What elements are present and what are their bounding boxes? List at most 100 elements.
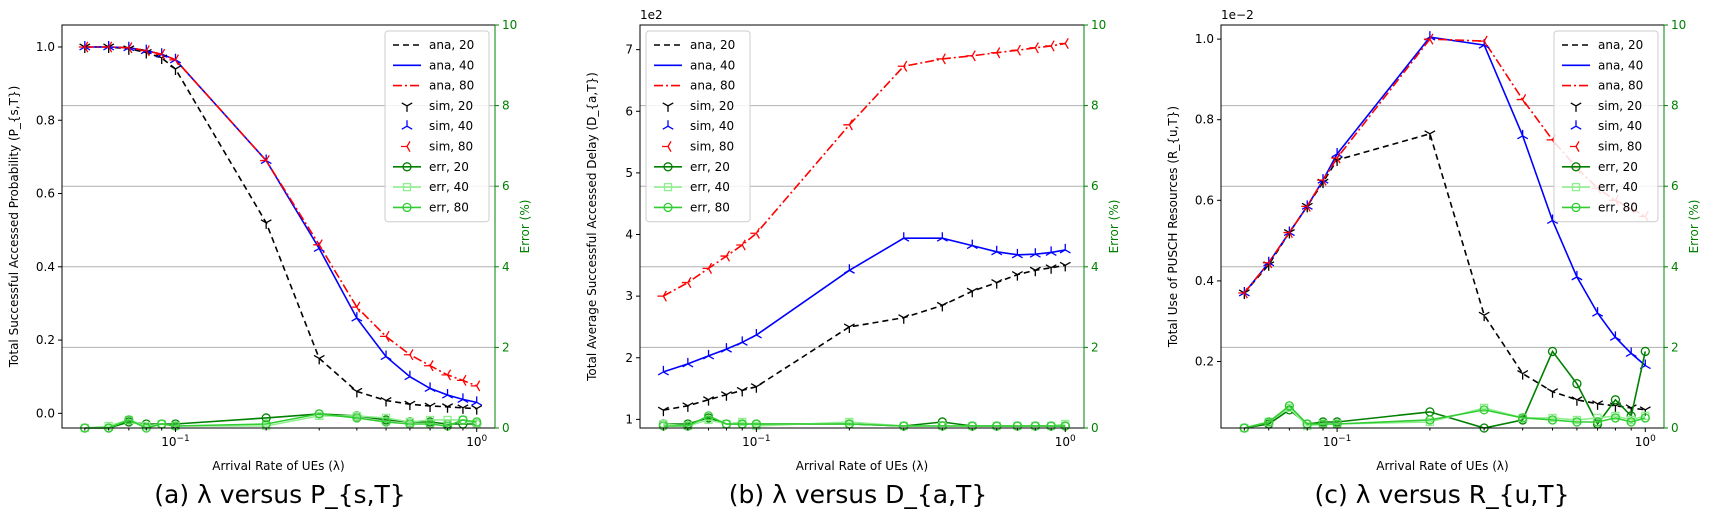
data-point-sim-20 xyxy=(260,219,272,229)
data-point-sim-20 xyxy=(702,396,715,406)
y-tick-label: 1.0 xyxy=(1195,32,1214,46)
data-point-sim-20 xyxy=(966,287,978,298)
legend-label: err, 40 xyxy=(1598,180,1638,194)
data-point-sim-20 xyxy=(720,391,732,401)
data-point-sim-80 xyxy=(1478,35,1488,47)
legend-marker xyxy=(1571,182,1581,192)
data-point-err-40 xyxy=(443,415,452,425)
y-tick-label: 0.2 xyxy=(36,333,55,347)
data-point-sim-80 xyxy=(102,41,113,53)
data-point-sim-20 xyxy=(471,405,483,415)
y-tick-label: 4 xyxy=(625,228,633,242)
data-point-err-80 xyxy=(472,417,482,427)
x-tick-label: 100 xyxy=(1055,434,1076,449)
data-point-sim-40 xyxy=(843,264,855,274)
legend-marker xyxy=(662,120,674,130)
legend-marker xyxy=(402,162,412,172)
data-point-sim-80 xyxy=(350,301,361,313)
data-point-sim-20 xyxy=(1571,396,1583,406)
data-point-sim-20 xyxy=(657,406,669,417)
legend-label: ana, 40 xyxy=(690,58,735,72)
x-axis-label: Arrival Rate of UEs (λ) xyxy=(212,459,344,473)
series-ana-20 xyxy=(663,264,1066,411)
y-tick-label: 0.2 xyxy=(1195,355,1214,369)
data-point-sim-40 xyxy=(424,382,436,392)
data-point-sim-20 xyxy=(1478,311,1490,322)
data-point-sim-80 xyxy=(380,330,390,342)
data-point-err-80 xyxy=(381,417,391,427)
legend-marker xyxy=(401,120,413,130)
y-axis-label: Total Use of PUSCH Resources (R_{u,T}) xyxy=(1166,106,1180,348)
legend-label: sim, 80 xyxy=(690,140,734,154)
data-point-sim-80 xyxy=(843,119,853,131)
data-point-sim-40 xyxy=(471,396,483,406)
data-point-sim-40 xyxy=(702,349,715,360)
data-point-err-80 xyxy=(1479,405,1489,415)
legend-marker xyxy=(662,140,672,153)
data-point-sim-40 xyxy=(404,370,416,381)
x-tick-label: 10−1 xyxy=(1323,434,1352,449)
legend-label: ana, 80 xyxy=(429,79,474,93)
data-point-sim-20 xyxy=(936,301,948,312)
panel-caption: (c) λ versus R_{u,T} xyxy=(1315,480,1570,509)
legend-label: ana, 80 xyxy=(690,79,735,93)
data-point-err-20 xyxy=(1640,346,1650,357)
series-line-ana-20 xyxy=(663,264,1066,411)
y2-tick-label: 8 xyxy=(1671,99,1679,113)
y2-tick-label: 6 xyxy=(1671,179,1679,193)
y2-tick-label: 0 xyxy=(1091,421,1099,435)
data-point-sim-80 xyxy=(403,349,414,361)
series-err-80 xyxy=(80,409,482,433)
data-point-sim-40 xyxy=(1571,270,1583,281)
data-point-err-80 xyxy=(1592,417,1603,427)
data-point-sim-40 xyxy=(657,365,669,376)
data-point-sim-20 xyxy=(1424,130,1436,140)
data-point-sim-80 xyxy=(1029,42,1039,54)
y2-tick-label: 0 xyxy=(1671,421,1679,435)
y-tick-label: 0.6 xyxy=(36,187,55,201)
y2-tick-label: 8 xyxy=(1091,99,1099,113)
panel-caption: (a) λ versus P_{s,T} xyxy=(154,480,405,509)
y-axis-label: Total Average Successful Accessed Delay … xyxy=(585,72,599,382)
series-line-err-40 xyxy=(1244,406,1646,429)
y-multiplier-label: 1e−2 xyxy=(1221,8,1254,22)
data-point-sim-40 xyxy=(936,232,948,242)
chart-panel-3: 0.2 0.4 0.6 0.8 1.0 1e−2 0 2 4 6 8 10 10−1 100 Arrival… xyxy=(1166,8,1701,509)
series-line-err-80 xyxy=(663,415,1066,427)
legend-marker xyxy=(663,162,673,172)
legend-label: err, 20 xyxy=(690,160,730,174)
y2-axis-label: Error (%) xyxy=(518,200,532,254)
data-point-sim-80 xyxy=(702,262,713,274)
y-axis-label: Total Successful Accessed Probability (P… xyxy=(7,86,21,369)
legend-marker xyxy=(1571,202,1581,213)
data-point-sim-20 xyxy=(898,314,910,324)
legend-marker xyxy=(1570,102,1582,112)
y-tick-label: 0.0 xyxy=(36,406,55,420)
data-point-sim-20 xyxy=(991,279,1003,289)
data-point-sim-40 xyxy=(966,239,978,250)
y-tick-label: 1.0 xyxy=(36,40,55,54)
data-point-sim-20 xyxy=(1059,261,1071,272)
series-err-80 xyxy=(1239,401,1650,433)
y-tick-label: 0.4 xyxy=(36,260,55,274)
y2-tick-label: 10 xyxy=(1091,18,1106,32)
data-point-sim-40 xyxy=(1029,248,1041,258)
data-point-err-80 xyxy=(703,411,714,421)
legend-marker xyxy=(662,102,674,112)
data-point-sim-80 xyxy=(1262,257,1273,269)
legend-marker xyxy=(401,102,413,112)
legend: ana, 20 ana, 40 ana, 80 sim, 20 sim, 40 sim, … xyxy=(1553,30,1659,223)
data-point-sim-20 xyxy=(313,354,325,365)
data-point-err-80 xyxy=(352,413,362,423)
data-point-sim-80 xyxy=(1283,227,1293,239)
data-point-sim-80 xyxy=(1516,94,1527,106)
data-point-sim-80 xyxy=(990,47,1001,59)
y-tick-label: 0.4 xyxy=(1195,274,1214,288)
data-point-sim-80 xyxy=(750,227,760,239)
data-point-sim-80 xyxy=(681,277,692,289)
data-point-sim-20 xyxy=(1517,370,1529,380)
data-point-sim-40 xyxy=(1592,307,1604,317)
legend-marker xyxy=(1570,140,1580,153)
y2-tick-label: 4 xyxy=(1091,260,1099,274)
data-point-sim-80 xyxy=(1301,200,1311,212)
